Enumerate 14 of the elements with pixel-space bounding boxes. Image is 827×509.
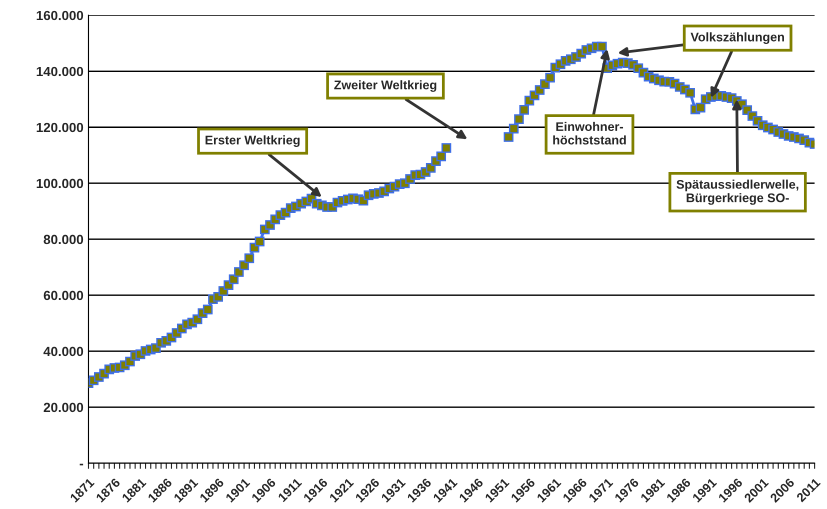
y-tick-label: 160.000: [36, 10, 84, 20]
annotation: Volkszählungen: [690, 32, 784, 44]
y-tick-label: 80.000: [44, 234, 84, 244]
y-tick-label: 140.000: [36, 66, 84, 76]
annotation: Zweiter Weltkrieg: [334, 80, 436, 92]
annotation: Spätaussiedlerwelle, Bürgerkriege SO-: [676, 180, 798, 205]
y-tick-label: -: [80, 464, 84, 466]
y-tick-label: 120.000: [36, 122, 84, 132]
y-tick-label: 20.000: [44, 402, 84, 412]
y-tick-label: 40.000: [43, 346, 84, 356]
y-tick-label: 100.000: [36, 178, 84, 188]
y-tick-label: 60.000: [44, 290, 84, 300]
annotation: Einwohner- höchststand: [553, 122, 626, 145]
annotation: Erster Weltkrieg: [206, 135, 300, 147]
